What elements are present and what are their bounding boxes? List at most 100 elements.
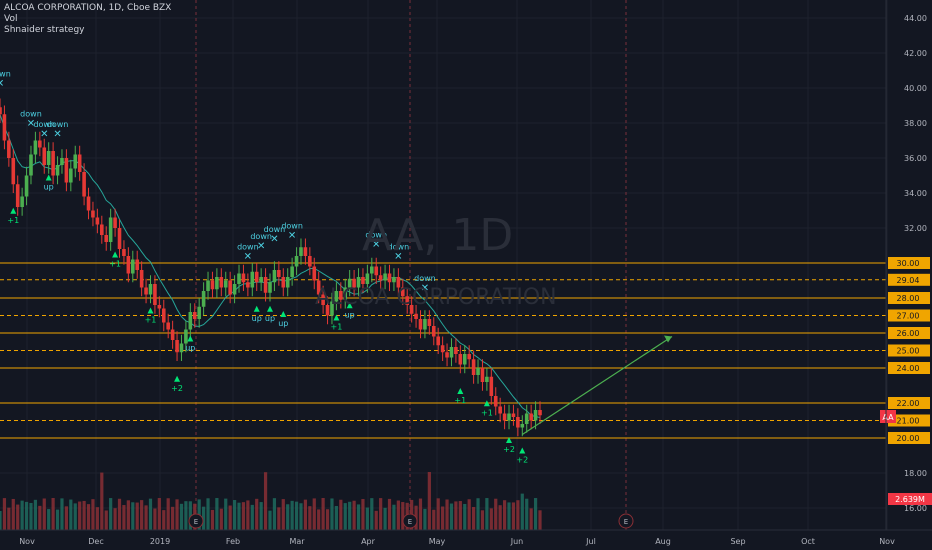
candle-body (210, 280, 215, 290)
candle-body (139, 270, 144, 288)
candle-body (108, 217, 113, 242)
candle-body (100, 224, 104, 235)
volume-bar (294, 501, 299, 530)
volume-bar (224, 498, 228, 530)
candle-body (272, 270, 277, 283)
candle-body (400, 287, 405, 297)
volume-bar (232, 500, 237, 530)
volume-bar (427, 472, 431, 530)
candle-body (281, 277, 286, 288)
volume-bar (303, 499, 308, 530)
candle-body (361, 277, 365, 284)
earnings-label: E (194, 518, 198, 526)
earnings-marker (618, 513, 634, 529)
volume-bar (11, 498, 15, 530)
volume-bar (330, 498, 334, 530)
volume-bar (498, 505, 502, 530)
candle-body (95, 217, 100, 225)
signal-up-label: +1 (481, 408, 493, 417)
candle-body (161, 308, 166, 323)
volume-bar (144, 505, 148, 530)
last-price-symbol: AA (882, 413, 894, 422)
candle-body (347, 278, 352, 288)
volume-bar (520, 493, 524, 530)
candle-body (250, 271, 255, 288)
signal-down-marker: ✕ (53, 129, 61, 140)
volume-bar (157, 498, 161, 530)
candle-body (387, 273, 392, 283)
volume-bar (259, 502, 263, 530)
candle-body (263, 277, 268, 293)
volume-bar (418, 498, 423, 530)
volume-bar (463, 503, 467, 530)
volume-bar (423, 508, 427, 530)
candle-body (449, 347, 454, 358)
earnings-label: E (408, 518, 412, 526)
signal-up-marker (187, 335, 194, 342)
time-tick-label: Mar (289, 537, 305, 546)
candle-body (339, 291, 343, 300)
volume-bar (489, 508, 493, 530)
price-tick-label: 40.00 (904, 84, 927, 93)
time-tick-label: Oct (801, 537, 815, 546)
volume-bar (525, 498, 529, 530)
volume-bar (117, 498, 122, 530)
volume-bar (29, 502, 33, 530)
volume-bar (131, 502, 135, 530)
candle-body (405, 296, 410, 305)
time-tick-label: Aug (655, 537, 671, 546)
candle-body (192, 312, 197, 319)
volume-bar (472, 507, 476, 530)
symbol-title[interactable]: ALCOA CORPORATION, 1D, Cboe BZX (4, 3, 172, 13)
volume-bar (281, 499, 285, 530)
level-label: 24.00 (897, 364, 920, 373)
candle-body (423, 319, 427, 330)
volume-bar (533, 498, 538, 530)
volume-bar (401, 502, 405, 530)
candle-body (153, 284, 157, 305)
candle-body (277, 270, 281, 277)
volume-bar (228, 505, 232, 530)
signal-up-marker (506, 437, 513, 443)
candle-body (215, 277, 219, 290)
volume-indicator-label[interactable]: Vol (4, 14, 18, 24)
candle-body (104, 235, 109, 242)
candle-body (126, 256, 131, 274)
candle-body (529, 413, 533, 421)
volume-bar (42, 498, 46, 530)
candle-body (290, 266, 294, 277)
volume-bar (334, 506, 338, 530)
volume-bar (494, 498, 498, 530)
volume-bar (0, 511, 2, 530)
candle-body (175, 340, 179, 353)
volume-bar (467, 499, 471, 530)
signal-up-label: +1 (109, 260, 121, 269)
price-tick-label: 32.00 (904, 224, 927, 233)
volume-bar (64, 506, 68, 530)
signal-down-marker: ✕ (244, 252, 252, 263)
candle-body (316, 280, 321, 295)
candle-body (383, 273, 387, 281)
volume-bar (339, 499, 343, 530)
candle-body (414, 313, 418, 319)
signal-up-marker (519, 447, 526, 454)
candle-body (166, 322, 170, 330)
signal-up-marker (483, 400, 490, 407)
candle-body (365, 273, 370, 284)
candle-body (60, 158, 64, 165)
candle-body (476, 368, 480, 375)
volume-bar (86, 504, 91, 530)
volume-bar (16, 504, 20, 530)
volume-bar (445, 499, 449, 530)
volume-bar (480, 510, 485, 530)
time-tick-label: Jun (510, 537, 524, 546)
volume-bar (210, 509, 215, 530)
volume-bar (290, 500, 294, 530)
volume-bar (374, 510, 378, 530)
volume-bar (241, 502, 246, 530)
level-label-bg (888, 432, 930, 444)
strategy-indicator-label[interactable]: Shnaider strategy (4, 25, 85, 35)
volume-bar (95, 507, 99, 530)
volume-bar (250, 504, 254, 530)
